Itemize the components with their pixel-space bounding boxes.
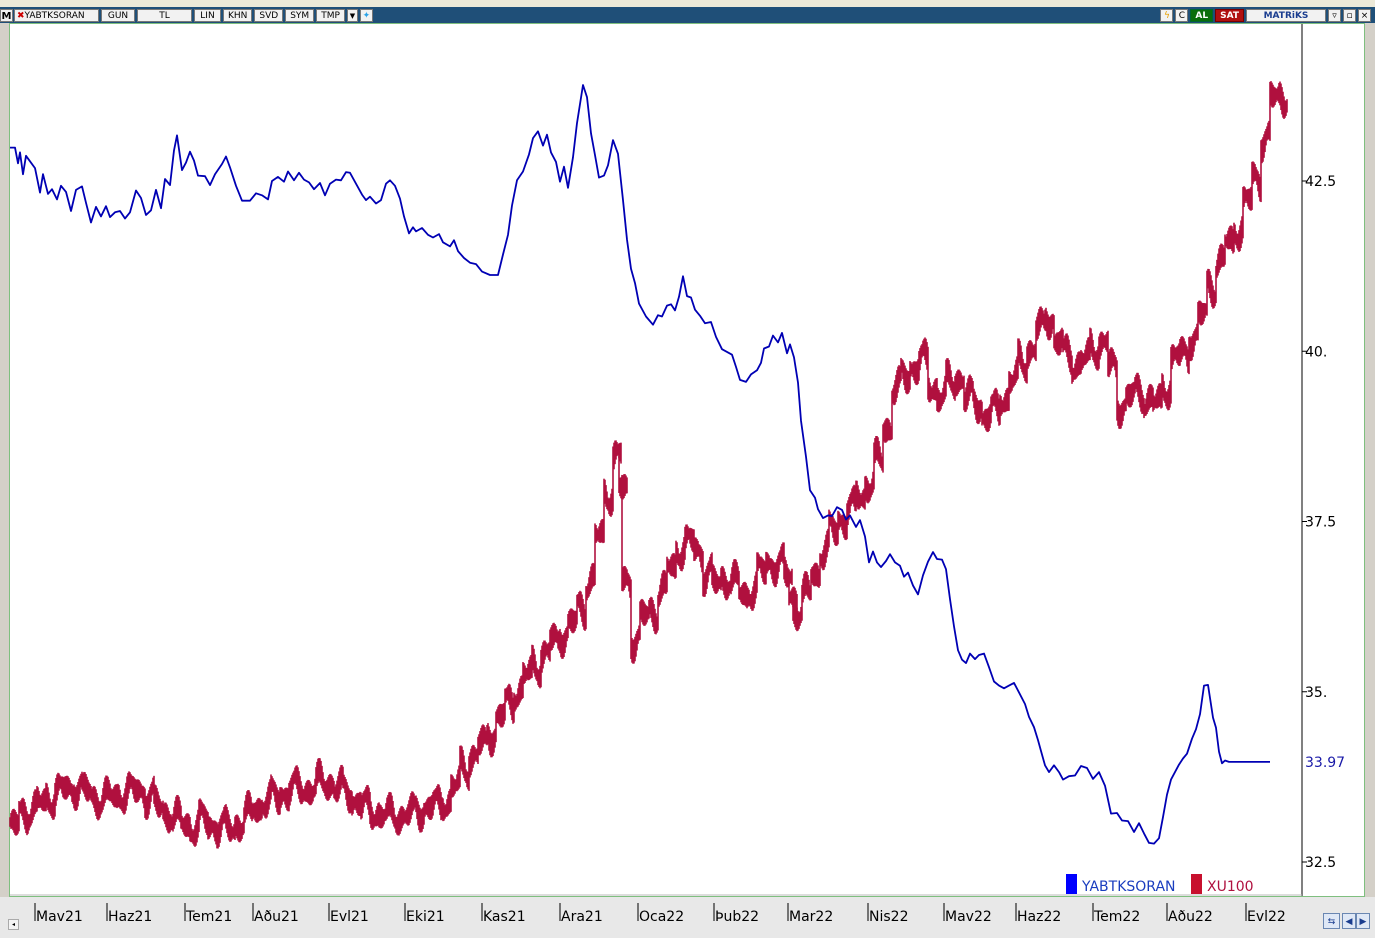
plot-area (9, 23, 1365, 897)
x-tick-label: Tem22 (1093, 909, 1140, 925)
buy-button[interactable]: AL (1190, 8, 1214, 22)
close-icon[interactable]: ✖ (17, 10, 25, 21)
x-tick-label: Nis22 (869, 909, 908, 925)
restore-icon[interactable]: ▫ (1343, 8, 1356, 22)
x-tick-label: Oca22 (639, 909, 684, 925)
x-tick-label: Haz21 (108, 909, 152, 925)
svd-button[interactable]: SVD (254, 8, 284, 22)
dropdown-arrow-icon[interactable]: ▼ (346, 8, 358, 22)
chart-toolbar: M ✖YABTKSORAN GUN TL LIN KHN SVD SYM TMP… (0, 7, 1375, 23)
x-tick-label: Aðu21 (254, 909, 299, 925)
x-tick-label: Kas21 (483, 909, 526, 925)
sym-button[interactable]: SYM (285, 8, 315, 22)
x-tick-label: Evl21 (330, 909, 369, 925)
x-tick-label: Ara21 (561, 909, 603, 925)
tmp-button[interactable]: TMP (316, 8, 345, 22)
x-tick-label: Eki21 (406, 909, 445, 925)
y-tick-label: 35. (1305, 685, 1327, 701)
x-tick-label: Haz22 (1017, 909, 1061, 925)
scale-button[interactable]: LIN (194, 8, 221, 22)
sync-icon[interactable]: ⇆ (1323, 913, 1340, 929)
symbol-selector[interactable]: ✖YABTKSORAN (14, 8, 99, 22)
x-tick-label: Mav21 (36, 909, 83, 925)
refresh-icon[interactable]: C (1175, 8, 1189, 22)
legend-label-yabtksoran: YABTKSORAN (1081, 879, 1176, 895)
x-tick-label: Aðu22 (1168, 909, 1213, 925)
x-tick-label: Evl22 (1247, 909, 1286, 925)
y-tick-label: 32.5 (1305, 855, 1336, 871)
x-tick-label: Þub22 (715, 909, 759, 925)
x-tick-label: Tem21 (185, 909, 232, 925)
twitter-bird-icon[interactable]: ✦ (359, 8, 373, 22)
scroll-left-icon[interactable]: ◂ (8, 919, 19, 930)
yabtksoran-series-line (10, 84, 1270, 845)
close-window-icon[interactable]: × (1358, 8, 1371, 22)
x-tick-label: Mav22 (945, 909, 992, 925)
currency-button[interactable]: TL (137, 8, 192, 22)
nav-left-icon[interactable]: ◀ (1342, 913, 1356, 929)
legend-swatch-xu100 (1191, 874, 1202, 894)
minimize-icon[interactable]: ▿ (1328, 8, 1341, 22)
legend-swatch-yabtksoran (1066, 874, 1077, 894)
legend-label-xu100: XU100 (1207, 879, 1254, 895)
y-tick-label: 42.5 (1305, 174, 1336, 190)
y-tick-label: 37.5 (1305, 515, 1336, 531)
menu-m-button[interactable]: M (0, 8, 13, 22)
nav-right-icon[interactable]: ▶ (1356, 913, 1370, 929)
period-button[interactable]: GUN (101, 8, 135, 22)
legend: YABTKSORAN XU100 (1066, 874, 1254, 895)
x-tick-label: Mar22 (789, 909, 833, 925)
symbol-label: YABTKSORAN (24, 10, 85, 21)
brand-label: MATRiKS (1246, 8, 1326, 22)
lightning-icon[interactable]: ϟ (1160, 8, 1174, 22)
last-value-label: 33.97 (1305, 755, 1345, 771)
bottom-axis-bar: ◂ ⇆ ◀ ▶ (0, 897, 1375, 938)
y-tick-label: 40. (1305, 344, 1327, 360)
x-axis-group: Mav21 Haz21 Tem21 Aðu21 Evl21 Eki21 Kas21 Ara21… (34, 903, 1286, 925)
sell-button[interactable]: SAT (1215, 8, 1244, 22)
khn-button[interactable]: KHN (223, 8, 253, 22)
xu100-series (9, 81, 1288, 849)
